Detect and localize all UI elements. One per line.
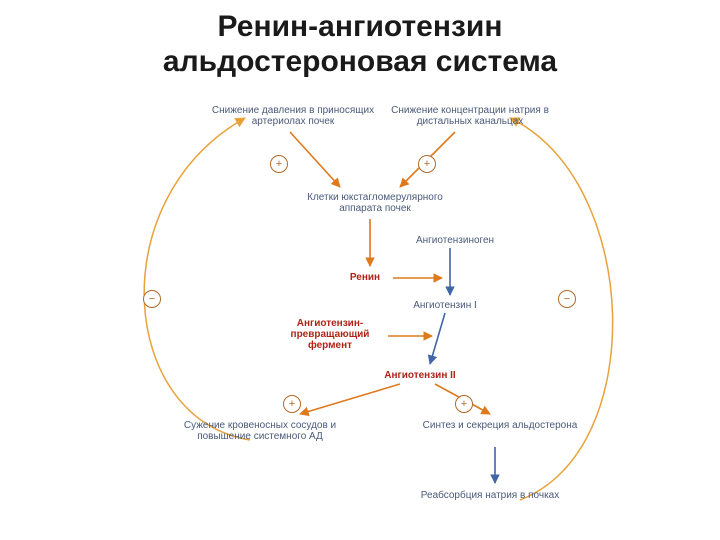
node-aldosterone: Синтез и секреция альдостерона [420, 420, 580, 431]
node-ang1: Ангиотензин I [395, 300, 495, 311]
node-vasoconstrict: Сужение кровеносных сосудов и повышение … [170, 420, 350, 442]
node-angiotensinogen: Ангиотензиноген [400, 235, 510, 246]
node-jga: Клетки юкстагломерулярного аппарата поче… [290, 192, 460, 214]
sign-plus-1: + [418, 155, 436, 173]
node-ace: Ангиотензин-превращающий фермент [270, 318, 390, 351]
node-top_left: Снижение давления в приносящих артериола… [198, 105, 388, 127]
node-ang2: Ангиотензин II [365, 370, 475, 381]
diagram-container: Снижение давления в приносящих артериола… [0, 0, 720, 540]
node-top_right: Снижение концентрации натрия в дистальны… [370, 105, 570, 127]
sign-plus-0: + [270, 155, 288, 173]
node-reabsorb: Реабсорбция натрия в почках [410, 490, 570, 501]
sign-plus-2: + [283, 395, 301, 413]
sign-minus-5: − [558, 290, 576, 308]
node-renin: Ренин [335, 272, 395, 283]
sign-plus-3: + [455, 395, 473, 413]
sign-minus-4: − [143, 290, 161, 308]
